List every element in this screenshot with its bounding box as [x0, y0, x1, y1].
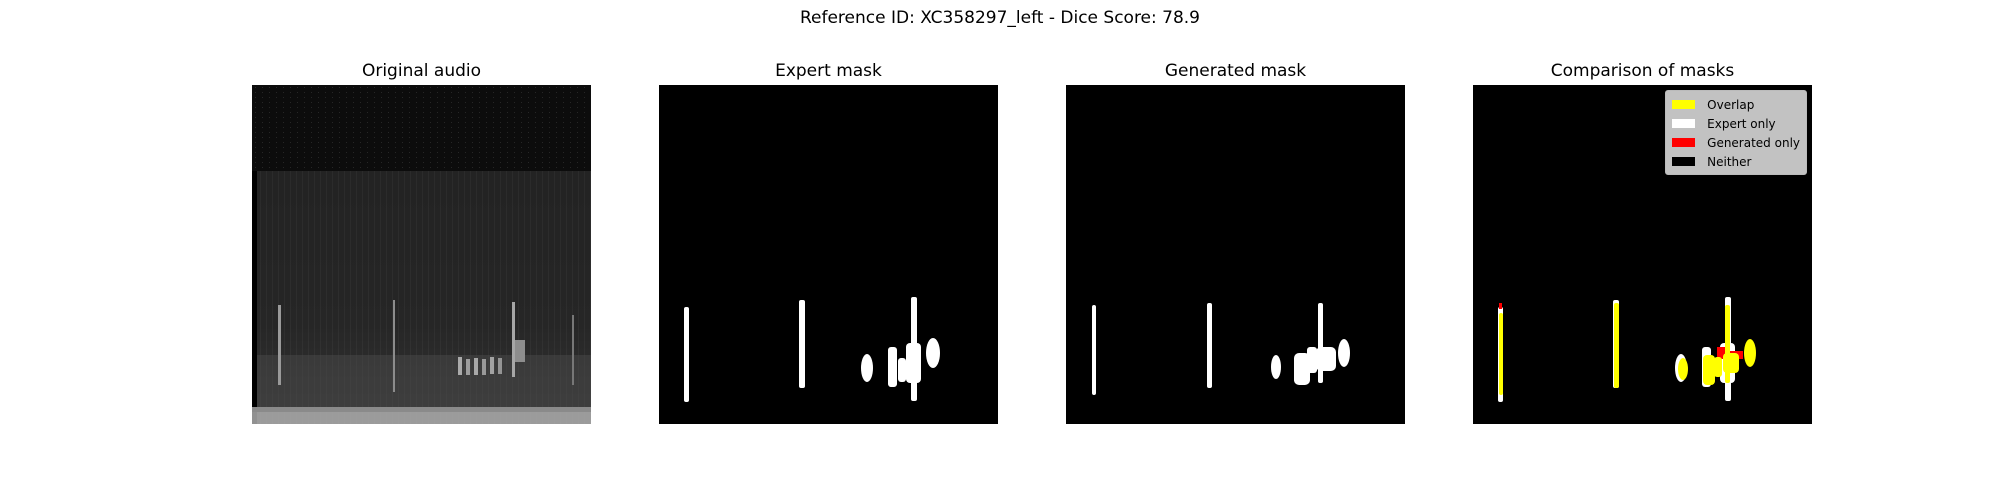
figure-title: Reference ID: XC358297_left - Dice Score…: [799, 8, 1200, 28]
legend-swatch-generated-only: [1672, 138, 1696, 147]
legend-entry-overlap: Overlap: [1672, 95, 1800, 114]
panel-comparison: Comparison of masks: [1473, 58, 1812, 424]
legend-entry-expert-only: Expert only: [1672, 114, 1800, 133]
panel-generated-mask: Generated mask: [1066, 58, 1405, 424]
spectrogram-image: [252, 85, 591, 424]
panel-original-audio: Original audio: [252, 58, 591, 424]
legend-swatch-neither: [1672, 157, 1696, 166]
legend-label-neither: Neither: [1707, 154, 1752, 169]
legend-label-overlap: Overlap: [1707, 97, 1755, 112]
legend-entry-generated-only: Generated only: [1672, 133, 1800, 152]
legend-swatch-overlap: [1672, 100, 1696, 109]
legend-entry-neither: Neither: [1672, 152, 1800, 171]
mask-legend: Overlap Expert only Generated only Neith…: [1665, 90, 1807, 175]
panel-expert-mask: Expert mask: [659, 58, 998, 424]
panel-title-generated-mask: Generated mask: [1164, 61, 1307, 81]
legend-label-expert-only: Expert only: [1707, 116, 1776, 131]
panel-title-expert-mask: Expert mask: [775, 61, 882, 81]
legend-swatch-expert-only: [1672, 119, 1696, 128]
panel-title-original-audio: Original audio: [361, 61, 482, 81]
generated-mask-image: [1066, 85, 1405, 424]
legend-label-generated-only: Generated only: [1707, 135, 1800, 150]
panel-title-comparison: Comparison of masks: [1550, 61, 1735, 81]
expert-mask-image: [659, 85, 998, 424]
